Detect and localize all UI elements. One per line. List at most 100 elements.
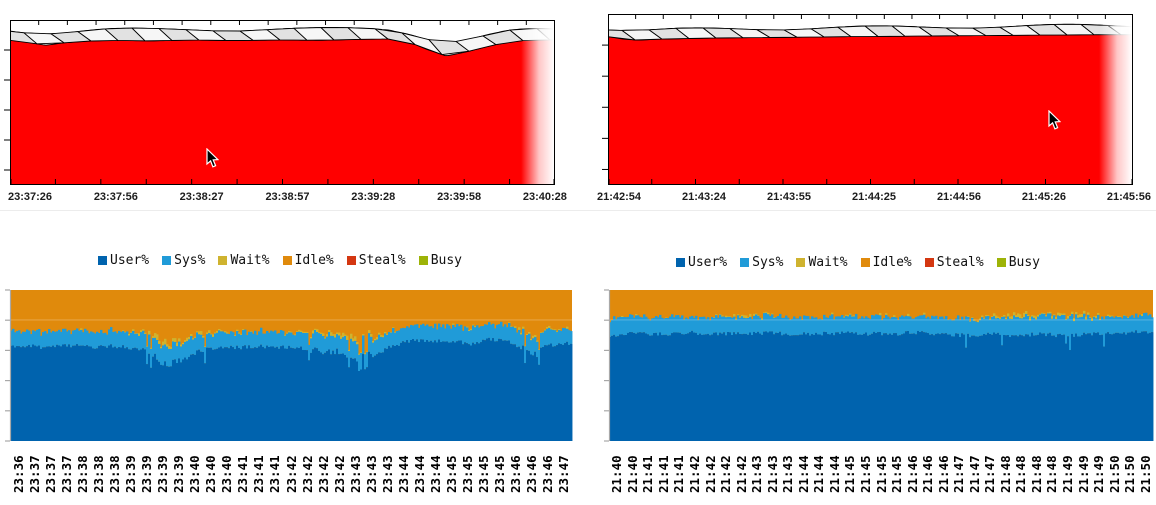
time-tick-label: 21:42 bbox=[686, 455, 702, 493]
section-divider bbox=[0, 210, 1156, 211]
live-edge-fade bbox=[1099, 15, 1132, 184]
time-tick-label: 23:46 bbox=[524, 455, 540, 493]
legend-label: Busy bbox=[430, 253, 463, 268]
time-tick-label: 23:42 bbox=[299, 455, 315, 493]
time-tick-label: 21:40 bbox=[624, 455, 640, 493]
cpu-area-svg bbox=[4, 20, 555, 185]
time-tick-label: 21:44:56 bbox=[936, 191, 981, 203]
time-tick-label: 21:45:26 bbox=[1021, 191, 1066, 203]
legend-item: Busy bbox=[996, 255, 1041, 270]
time-tick-label: 21:43 bbox=[764, 455, 780, 493]
time-tick-label: 23:42 bbox=[283, 455, 299, 493]
legend-swatch bbox=[796, 258, 806, 267]
legend-swatch bbox=[346, 256, 356, 265]
cpu-stacked-plot bbox=[5, 289, 573, 442]
time-tick-label: 23:40 bbox=[187, 455, 203, 493]
cpu-used-area bbox=[10, 38, 555, 185]
legend-label: Sys% bbox=[752, 255, 784, 270]
time-tick-label: 23:37 bbox=[26, 455, 42, 493]
time-tick-label: 23:40:28 bbox=[522, 191, 567, 203]
time-tick-label: 21:45 bbox=[857, 455, 873, 493]
time-tick-label: 23:44 bbox=[411, 455, 427, 493]
time-tick-label: 23:39:28 bbox=[351, 191, 396, 203]
cpu-area-svg bbox=[602, 14, 1133, 186]
cpu-stacked-svg bbox=[5, 289, 573, 442]
cpu-stacked-plot bbox=[604, 289, 1154, 442]
time-tick-label: 23:47 bbox=[556, 455, 572, 493]
legend-label: User% bbox=[688, 255, 728, 270]
time-tick-label: 23:44 bbox=[428, 455, 443, 493]
time-tick-label: 21:41 bbox=[671, 455, 687, 493]
time-tick-label: 23:40 bbox=[219, 455, 235, 493]
time-tick-label: 21:47 bbox=[951, 455, 967, 493]
ribbon-segment bbox=[1135, 27, 1156, 35]
time-tick-label: 21:48 bbox=[1044, 455, 1060, 493]
time-tick-label: 23:43 bbox=[363, 455, 379, 493]
time-tick-label: 23:41 bbox=[235, 455, 251, 493]
legend-item: Idle% bbox=[282, 253, 334, 268]
time-tick-label: 21:40 bbox=[609, 455, 625, 493]
time-tick-label: 23:45 bbox=[444, 455, 460, 493]
cpu-legend: User% Sys% Wait% Idle% Steal% Busy bbox=[676, 255, 1040, 270]
legend-swatch bbox=[218, 256, 228, 265]
time-tick-label: 21:45 bbox=[873, 455, 889, 493]
time-tick-label: 21:42 bbox=[718, 455, 734, 493]
time-tick-label: 23:41 bbox=[267, 455, 283, 493]
time-tick-label: 21:49 bbox=[1075, 455, 1091, 493]
time-tick-label: 23:39 bbox=[155, 455, 171, 493]
legend-item: Steal% bbox=[924, 255, 984, 270]
time-axis-labels: 23:36 23:37 23:37 23:37 23:38 23:38 23:38 23:39… bbox=[10, 444, 572, 496]
time-tick-label: 21:43 bbox=[749, 455, 765, 493]
plot-border bbox=[608, 14, 1133, 185]
time-tick-label: 23:45 bbox=[460, 455, 476, 493]
time-axis-labels: 21:40 21:40 21:41 21:41 21:41 21:42 21:42 21:42… bbox=[609, 444, 1153, 496]
time-tick-label: 21:48 bbox=[1013, 455, 1029, 493]
time-tick-label: 21:49 bbox=[1091, 455, 1107, 493]
time-tick-label: 21:50 bbox=[1106, 455, 1122, 493]
legend-swatch bbox=[162, 256, 172, 265]
time-tick-label: 23:40 bbox=[203, 455, 219, 493]
legend-item: Busy bbox=[418, 253, 463, 268]
time-tick-label: 21:41 bbox=[655, 455, 671, 493]
time-tick-label: 21:43 bbox=[780, 455, 796, 493]
time-tick-label: 23:43 bbox=[347, 455, 363, 493]
cpu-legend: User% Sys% Wait% Idle% Steal% Busy bbox=[98, 253, 462, 268]
legend-label: Idle% bbox=[294, 253, 334, 268]
legend-swatch bbox=[98, 256, 107, 265]
time-tick-label: 21:48 bbox=[997, 455, 1013, 493]
time-tick-label: 21:45:56 bbox=[1106, 191, 1151, 203]
gridline bbox=[609, 319, 1153, 321]
legend-item: Steal% bbox=[346, 253, 406, 268]
time-tick-label: 21:50 bbox=[1137, 455, 1153, 493]
time-tick-label: 21:44 bbox=[811, 455, 827, 493]
time-tick-label: 21:44 bbox=[826, 455, 842, 493]
legend-label: User% bbox=[110, 253, 150, 268]
time-axis-labels: 21:42:54 21:43:24 21:43:55 21:44:25 21:44:56… bbox=[597, 191, 1151, 203]
time-tick-label: 21:46 bbox=[904, 455, 920, 493]
time-tick-label: 23:44 bbox=[395, 455, 411, 493]
time-tick-label: 23:39 bbox=[138, 455, 154, 493]
time-tick-label: 23:39 bbox=[171, 455, 187, 493]
time-tick-label: 23:38:57 bbox=[265, 191, 310, 203]
legend-swatch bbox=[924, 258, 934, 267]
time-tick-label: 21:50 bbox=[1122, 455, 1138, 493]
live-edge-fade bbox=[521, 21, 554, 184]
time-tick-label: 21:46 bbox=[935, 455, 951, 493]
legend-item: Wait% bbox=[796, 255, 848, 270]
cpu-stacked-svg bbox=[604, 289, 1154, 442]
cpu-area-plot bbox=[4, 20, 555, 185]
legend-label: Busy bbox=[1008, 255, 1041, 270]
legend-label: Wait% bbox=[230, 253, 270, 268]
time-tick-label: 21:46 bbox=[920, 455, 936, 493]
time-tick-label: 21:43:55 bbox=[766, 191, 812, 203]
time-tick-label: 23:38:27 bbox=[179, 191, 224, 203]
legend-label: Idle% bbox=[872, 255, 912, 270]
time-tick-label: 21:41 bbox=[640, 455, 656, 493]
time-tick-label: 21:48 bbox=[1028, 455, 1044, 493]
legend-item: Sys% bbox=[740, 255, 783, 270]
time-tick-label: 21:49 bbox=[1060, 455, 1075, 493]
legend-label: Sys% bbox=[174, 253, 206, 268]
legend-item: User% bbox=[98, 253, 149, 268]
legend-item: Idle% bbox=[860, 255, 912, 270]
